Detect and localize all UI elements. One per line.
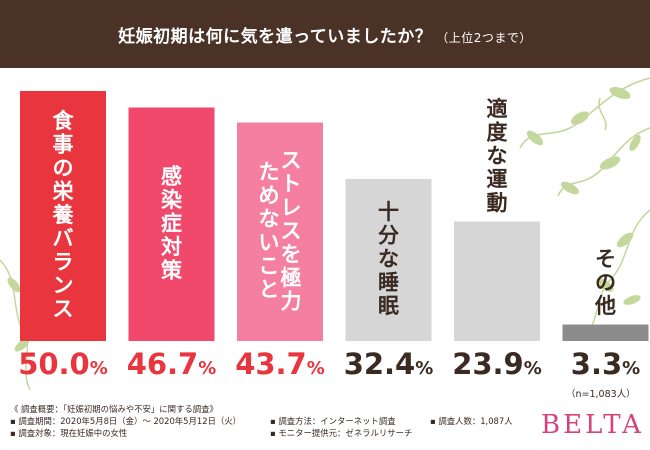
value-label-6: 3.3% bbox=[571, 347, 640, 381]
category-label-6: その他 bbox=[594, 247, 616, 318]
category-label-2: 感染症対策 bbox=[160, 164, 183, 282]
value-label-1: 50.0% bbox=[18, 347, 108, 381]
survey-period: ▪ 調査期間：2020年5月8日（金）～ 2020年5月12日（火） bbox=[10, 416, 242, 426]
bar-4 bbox=[345, 179, 432, 341]
chart-title: 妊娠初期は何に気を遣っていましたか？ （上位2つまで） bbox=[118, 26, 532, 47]
bar-6 bbox=[562, 324, 649, 341]
sample-size: （n=1,083人） bbox=[566, 389, 636, 400]
survey-overview: 《 調査概要：「妊娠初期の悩みや不安」に関する調査》 bbox=[10, 404, 218, 414]
bar-3 bbox=[237, 122, 323, 341]
value-label-4: 32.4% bbox=[344, 347, 434, 381]
value-label-3: 43.7% bbox=[235, 347, 325, 381]
survey-target: ▪ 調査対象：現在妊娠中の女性 bbox=[10, 428, 128, 438]
value-label-5: 23.9% bbox=[452, 347, 542, 381]
survey-method: ▪ 調査方法：インターネット調査 bbox=[270, 416, 396, 426]
bar-2 bbox=[128, 107, 215, 341]
category-label-4: 十分な睡眠 bbox=[378, 200, 399, 318]
category-label-5: 適度な運動 bbox=[487, 97, 508, 215]
value-label-2: 46.7% bbox=[127, 347, 217, 381]
bar-1 bbox=[20, 91, 106, 341]
chart-header: 妊娠初期は何に気を遣っていましたか？ （上位2つまで） bbox=[0, 0, 650, 68]
belta-logo: BELTA bbox=[541, 410, 644, 440]
category-label-3-line-2: ためないこと bbox=[259, 160, 280, 302]
survey-provider: ▪ モニター提供元：ゼネラルリサーチ bbox=[270, 428, 413, 438]
category-label-1: 食事の栄養バランス bbox=[52, 109, 75, 321]
chart-title-note: （上位2つまで） bbox=[436, 30, 532, 45]
category-label-3-line-1: ストレスを極力 bbox=[281, 148, 302, 313]
bar-5 bbox=[454, 221, 540, 341]
survey-count: ▪ 調査人数：1,087人 bbox=[430, 416, 513, 426]
